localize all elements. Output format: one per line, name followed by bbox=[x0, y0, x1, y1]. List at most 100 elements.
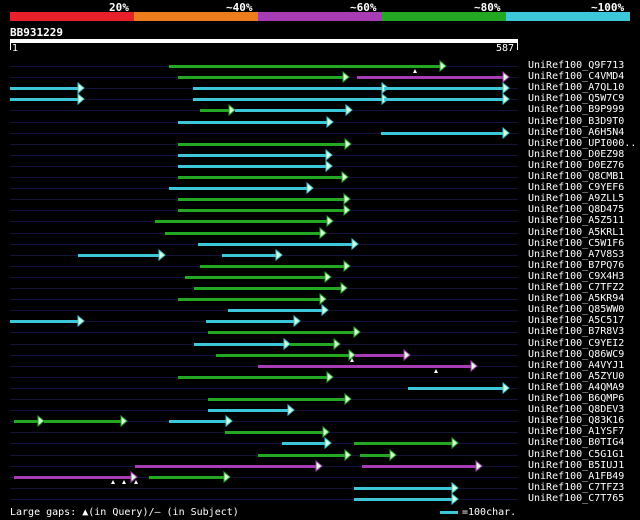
hit-segment[interactable] bbox=[282, 442, 326, 445]
hit-row-line bbox=[10, 488, 518, 489]
hit-segment[interactable] bbox=[354, 442, 453, 445]
hit-segment[interactable] bbox=[169, 420, 227, 423]
hit-label[interactable]: UniRef100_A5ZYU0 bbox=[528, 371, 625, 382]
hit-segment[interactable] bbox=[178, 176, 343, 179]
hit-arrowhead bbox=[77, 81, 85, 95]
hit-segment[interactable] bbox=[135, 465, 317, 468]
hit-segment[interactable] bbox=[178, 376, 328, 379]
hit-segment[interactable] bbox=[193, 87, 383, 90]
hit-label[interactable]: UniRef100_A5Z511 bbox=[528, 215, 625, 226]
hit-label[interactable]: UniRef100_B7PQ76 bbox=[528, 260, 625, 271]
hit-segment[interactable] bbox=[384, 87, 504, 90]
hit-segment[interactable] bbox=[178, 209, 345, 212]
hit-segment[interactable] bbox=[228, 309, 323, 312]
hit-segment[interactable] bbox=[235, 109, 347, 112]
hit-label[interactable]: UniRef100_Q8D475 bbox=[528, 204, 625, 215]
hit-label[interactable]: UniRef100_Q5W7C9 bbox=[528, 93, 625, 104]
hit-segment[interactable] bbox=[208, 409, 289, 412]
hit-segment[interactable] bbox=[362, 465, 477, 468]
hit-label[interactable]: UniRef100_A9ZLL5 bbox=[528, 193, 625, 204]
hit-segment[interactable] bbox=[185, 276, 326, 279]
hit-label[interactable]: UniRef100_A6H5N4 bbox=[528, 127, 625, 138]
hit-segment[interactable] bbox=[198, 243, 353, 246]
hit-label[interactable]: UniRef100_C7T765 bbox=[528, 493, 625, 504]
hit-segment[interactable] bbox=[384, 98, 504, 101]
hit-segment[interactable] bbox=[149, 476, 225, 479]
hit-segment[interactable] bbox=[354, 498, 453, 501]
hit-segment[interactable] bbox=[208, 398, 346, 401]
hit-label[interactable]: UniRef100_C4VMD4 bbox=[528, 71, 625, 82]
hit-segment[interactable] bbox=[169, 187, 308, 190]
hit-segment[interactable] bbox=[10, 98, 79, 101]
hit-label[interactable]: UniRef100_A5C517 bbox=[528, 315, 625, 326]
hit-label[interactable]: UniRef100_A4VYJ1 bbox=[528, 360, 625, 371]
hit-segment[interactable] bbox=[194, 343, 285, 346]
hit-label[interactable]: UniRef100_B3D9T0 bbox=[528, 116, 625, 127]
hit-label[interactable]: UniRef100_C5W1F6 bbox=[528, 238, 625, 249]
hit-segment[interactable] bbox=[258, 365, 472, 368]
hit-segment[interactable] bbox=[381, 132, 504, 135]
hit-segment[interactable] bbox=[354, 487, 453, 490]
hit-segment[interactable] bbox=[357, 76, 504, 79]
hit-label[interactable]: UniRef100_B7R8V3 bbox=[528, 326, 625, 337]
hit-segment[interactable] bbox=[178, 76, 344, 79]
hit-label[interactable]: UniRef100_C9YEI2 bbox=[528, 338, 625, 349]
hit-label[interactable]: UniRef100_A5KRL1 bbox=[528, 227, 625, 238]
hit-segment[interactable] bbox=[258, 454, 346, 457]
hit-segment[interactable] bbox=[408, 387, 504, 390]
hit-label[interactable]: UniRef100_A5KR94 bbox=[528, 293, 625, 304]
hit-segment[interactable] bbox=[169, 65, 441, 68]
hit-segment[interactable] bbox=[178, 143, 346, 146]
hit-segment[interactable] bbox=[14, 476, 132, 479]
hit-label[interactable]: UniRef100_B5IUJ1 bbox=[528, 460, 625, 471]
hit-label[interactable]: UniRef100_Q9F713 bbox=[528, 60, 625, 71]
hit-label[interactable]: UniRef100_UPI000.. bbox=[528, 138, 637, 149]
hit-segment[interactable] bbox=[206, 320, 295, 323]
hit-label[interactable]: UniRef100_C7TFZ3 bbox=[528, 482, 625, 493]
hit-label[interactable]: UniRef100_Q86WC9 bbox=[528, 349, 625, 360]
hit-label[interactable]: UniRef100_A4QMA9 bbox=[528, 382, 625, 393]
hit-segment[interactable] bbox=[194, 287, 342, 290]
hit-label[interactable]: UniRef100_C9YEF6 bbox=[528, 182, 625, 193]
hit-label[interactable]: UniRef100_A7V8S3 bbox=[528, 249, 625, 260]
hit-segment[interactable] bbox=[290, 343, 335, 346]
hit-segment[interactable] bbox=[10, 320, 79, 323]
hit-label[interactable]: UniRef100_Q83K16 bbox=[528, 415, 625, 426]
hit-arrowhead bbox=[333, 337, 341, 351]
hit-label[interactable]: UniRef100_D0EZ98 bbox=[528, 149, 625, 160]
hit-segment[interactable] bbox=[208, 331, 355, 334]
hit-segment[interactable] bbox=[14, 420, 39, 423]
hit-label[interactable]: UniRef100_C9X4H3 bbox=[528, 271, 625, 282]
hit-label[interactable]: UniRef100_A7QL10 bbox=[528, 82, 625, 93]
hit-label[interactable]: UniRef100_A1FB49 bbox=[528, 471, 625, 482]
hit-segment[interactable] bbox=[178, 298, 321, 301]
hit-segment[interactable] bbox=[222, 254, 277, 257]
hit-segment[interactable] bbox=[178, 154, 327, 157]
hit-segment[interactable] bbox=[178, 198, 345, 201]
hit-segment[interactable] bbox=[78, 254, 160, 257]
hit-label[interactable]: UniRef100_C7TFZ2 bbox=[528, 282, 625, 293]
hit-segment[interactable] bbox=[200, 109, 230, 112]
hit-label[interactable]: UniRef100_B9P999 bbox=[528, 104, 625, 115]
hit-label[interactable]: UniRef100_A1YSF7 bbox=[528, 426, 625, 437]
hit-segment[interactable] bbox=[178, 121, 328, 124]
hit-label[interactable]: UniRef100_Q8DEV3 bbox=[528, 404, 625, 415]
query-gap-marker bbox=[122, 480, 126, 484]
hit-segment[interactable] bbox=[44, 420, 122, 423]
hit-segment[interactable] bbox=[355, 354, 405, 357]
hit-segment[interactable] bbox=[216, 354, 350, 357]
hit-segment[interactable] bbox=[155, 220, 328, 223]
hit-segment[interactable] bbox=[10, 87, 79, 90]
hit-label[interactable]: UniRef100_C5G1G1 bbox=[528, 449, 625, 460]
hit-segment[interactable] bbox=[193, 98, 383, 101]
hit-label[interactable]: UniRef100_D0EZ76 bbox=[528, 160, 625, 171]
hit-segment[interactable] bbox=[200, 265, 345, 268]
hit-segment[interactable] bbox=[360, 454, 391, 457]
hit-label[interactable]: UniRef100_B6QMP6 bbox=[528, 393, 625, 404]
hit-label[interactable]: UniRef100_B0TIG4 bbox=[528, 437, 625, 448]
hit-label[interactable]: UniRef100_Q8CMB1 bbox=[528, 171, 625, 182]
hit-label[interactable]: UniRef100_Q85WW0 bbox=[528, 304, 625, 315]
hit-segment[interactable] bbox=[165, 232, 321, 235]
hit-segment[interactable] bbox=[225, 431, 324, 434]
hit-segment[interactable] bbox=[178, 165, 327, 168]
